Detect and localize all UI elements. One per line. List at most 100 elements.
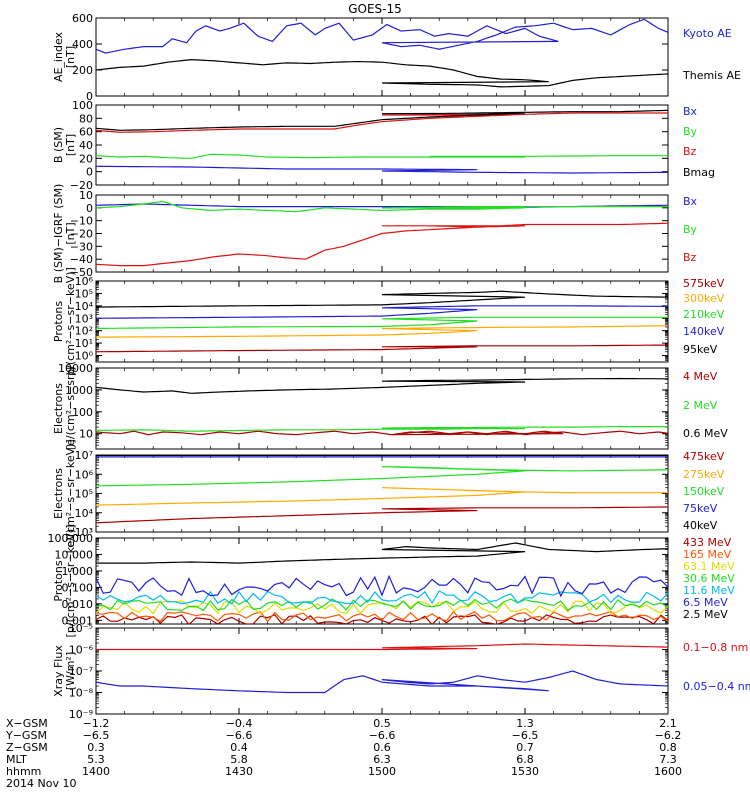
series-line-bx bbox=[96, 165, 668, 174]
panel-frame bbox=[95, 627, 669, 715]
legend-label: By bbox=[683, 223, 698, 236]
legend-label: 140keV bbox=[683, 325, 725, 338]
y-tick-label: 10⁻⁵ bbox=[69, 622, 93, 635]
y-tick-label: 60 bbox=[79, 126, 93, 139]
legend-label: 150keV bbox=[683, 485, 725, 498]
series-line-140kev bbox=[96, 304, 668, 319]
y-tick-label: 10⁰ bbox=[75, 350, 94, 363]
y-tick-label: 0.001 bbox=[62, 614, 94, 627]
y-tick-label: 10⁻⁷ bbox=[69, 665, 93, 678]
y-tick-label: 10.000 bbox=[55, 548, 94, 561]
series-line-0-1-0-8-nm bbox=[96, 643, 668, 651]
series-line-165-mev bbox=[96, 610, 668, 623]
y-tick-label: 100 bbox=[72, 99, 93, 112]
legend-label: 11.6 MeV bbox=[683, 584, 735, 597]
chart-title: GOES-15 bbox=[348, 2, 402, 16]
panel-ae: 0 200 400 600 AE_index [nT] Kyoto AE Themis AE bbox=[52, 12, 741, 103]
legend-label: Bz bbox=[683, 251, 697, 264]
x-row-value: 1600 bbox=[654, 765, 682, 778]
x-row-value: −1.2 bbox=[83, 717, 110, 730]
y-tick-label: 10¹ bbox=[75, 337, 93, 350]
legend-label: 2.5 MeV bbox=[683, 608, 728, 621]
x-row-value: 1500 bbox=[368, 765, 396, 778]
y-tick-label: 40 bbox=[79, 139, 93, 152]
panel-electrons2: 10³ 10⁴ 10⁵ 10⁶ 10⁷ Electrons e/(cm²−s−sr−keV)… bbox=[52, 439, 725, 547]
legend-label: 475keV bbox=[683, 450, 725, 463]
y-tick-label: −20 bbox=[70, 179, 93, 192]
x-row-label: Y−GSM bbox=[5, 729, 47, 742]
y-axis-label: Electrons bbox=[52, 468, 65, 519]
x-row-value: 1530 bbox=[511, 765, 539, 778]
y-axis-label: Protons bbox=[52, 301, 65, 342]
y-tick-label: 100.000 bbox=[48, 532, 94, 545]
x-row-value: 1400 bbox=[82, 765, 110, 778]
y-axis-label: B (SM) bbox=[52, 127, 65, 163]
legend-label: 30.6 MeV bbox=[683, 572, 735, 585]
y-axis-label: e/(cm²−s−sr−keV)] bbox=[64, 439, 77, 547]
panel-frame bbox=[95, 367, 669, 450]
x-row-value: 0.4 bbox=[230, 741, 248, 754]
legend-label: Bx bbox=[683, 105, 698, 118]
x-row-value: −6.5 bbox=[512, 729, 539, 742]
series-line-bmag bbox=[96, 109, 668, 131]
x-row-value: 6.8 bbox=[516, 753, 534, 766]
series-line-0-05-0-4-nm bbox=[96, 667, 668, 694]
legend-label: 75keV bbox=[683, 502, 718, 515]
legend-label: Kyoto AE bbox=[683, 27, 732, 40]
x-row-value: −6.6 bbox=[226, 729, 253, 742]
y-axis-label: p/(cm²−s−sr−keV)] bbox=[64, 267, 77, 376]
x-row-label: MLT bbox=[6, 753, 27, 766]
legend-label: 0.1−0.8 nm bbox=[683, 641, 748, 654]
series-line-0-6-mev bbox=[96, 376, 668, 394]
panel-electrons1: 10 100 1000 10000 Electrons [e/(cm²−s−sr)] 4 M… bbox=[52, 362, 728, 450]
legend-label: 300keV bbox=[683, 292, 725, 305]
legend-label: 210keV bbox=[683, 308, 725, 321]
series-line-275kev bbox=[96, 487, 668, 506]
legend-label: Bx bbox=[683, 195, 698, 208]
y-tick-label: 0 bbox=[86, 202, 93, 215]
x-row-value: −0.4 bbox=[226, 717, 253, 730]
y-axis-label: B (SM)−IGRF (SM) bbox=[52, 184, 65, 284]
legend-label: Themis AE bbox=[682, 69, 741, 82]
legend-label: 95keV bbox=[683, 343, 718, 356]
x-row-value: 5.8 bbox=[230, 753, 248, 766]
y-axis-label: [nT] bbox=[64, 222, 77, 244]
y-tick-label: −50 bbox=[70, 266, 93, 279]
x-row-value: 2.1 bbox=[659, 717, 677, 730]
x-row-value: −6.6 bbox=[369, 729, 396, 742]
y-tick-label: 100 bbox=[72, 406, 93, 419]
x-row-value: 0.6 bbox=[373, 741, 391, 754]
x-row-label: X−GSM bbox=[6, 717, 48, 730]
y-tick-label: 20 bbox=[79, 152, 93, 165]
legend-label: Bz bbox=[683, 145, 697, 158]
legend-label: 63.1 MeV bbox=[683, 560, 735, 573]
y-tick-label: 200 bbox=[72, 64, 93, 77]
legend-label: 433 MeV bbox=[683, 536, 732, 549]
y-tick-label: 10⁴ bbox=[75, 300, 94, 313]
date-label: 2014 Nov 10 bbox=[6, 777, 76, 790]
y-tick-label: 0.100 bbox=[62, 581, 94, 594]
y-tick-label: 0 bbox=[86, 90, 93, 103]
x-row-value: 1.3 bbox=[516, 717, 534, 730]
series-line-300kev bbox=[96, 325, 668, 338]
series-line-by bbox=[96, 153, 668, 159]
y-tick-label: 10⁷ bbox=[75, 449, 93, 462]
legend-label: 4 MeV bbox=[683, 370, 718, 383]
x-row-value: 7.3 bbox=[659, 753, 677, 766]
series-line-30-6-mev bbox=[96, 598, 668, 612]
y-tick-label: −20 bbox=[70, 228, 93, 241]
x-row-label: Z−GSM bbox=[6, 741, 48, 754]
y-tick-label: 10² bbox=[75, 325, 93, 338]
y-axis-label: [e/(cm²−s−sr)] bbox=[64, 367, 77, 450]
series-line-bz bbox=[96, 112, 668, 133]
series-line-themis-ae bbox=[96, 58, 668, 88]
series-line-63-1-mev bbox=[96, 600, 668, 615]
y-tick-label: 10⁻⁸ bbox=[69, 687, 94, 700]
panel-xray: 10⁻⁹ 10⁻⁸ 10⁻⁷ 10⁻⁶ 10⁻⁵ Xray Flux [W/m²] 0.1−0… bbox=[52, 622, 750, 721]
y-tick-label: 10⁴ bbox=[75, 507, 94, 520]
legend-label: 0.05−0.4 nm bbox=[683, 680, 750, 693]
y-axis-label: [nT] bbox=[64, 46, 77, 68]
y-tick-label: 80 bbox=[79, 112, 93, 125]
